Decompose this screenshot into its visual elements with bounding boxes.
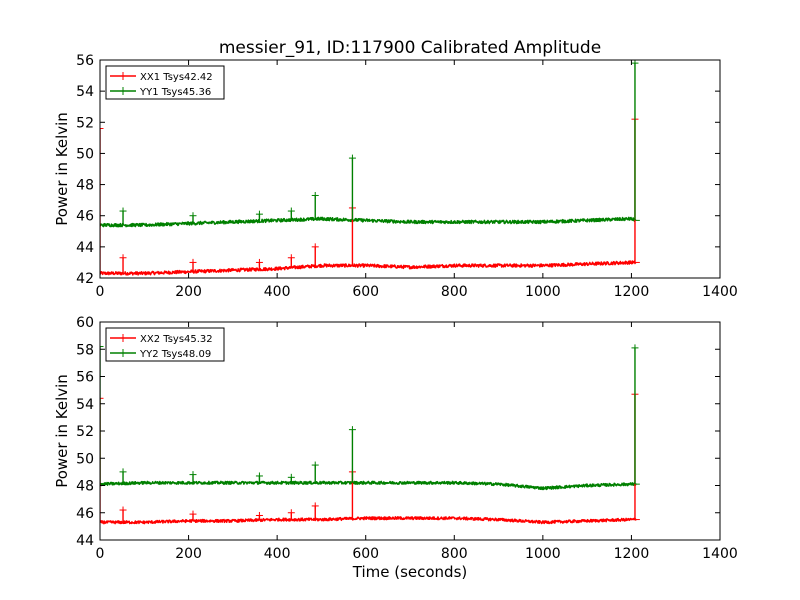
x-tick-label: 200 [175, 284, 202, 300]
legend-box [105, 65, 225, 100]
y-tick-label: 50 [76, 146, 94, 162]
legend-label-2: YY2 Tsys48.09 [139, 349, 211, 360]
x-tick-label: 1200 [614, 546, 650, 562]
legend: XX1 Tsys42.42 YY1 Tsys45.36 [105, 65, 225, 100]
y-tick-label: 48 [76, 178, 94, 194]
x-tick-label: 800 [441, 546, 468, 562]
x-tick-label: 1400 [702, 546, 738, 562]
series-line-1 [100, 260, 637, 276]
panel-1: 0 200 400 600 800 1000 1200 1400 42 44 46 48 50 52 54 5… [53, 53, 738, 300]
series-line-1 [100, 516, 637, 525]
y-tick-label: 46 [76, 209, 94, 225]
x-tick-label: 600 [352, 546, 379, 562]
y-tick-label: 54 [76, 84, 94, 100]
y-tick-label: 54 [76, 397, 94, 413]
y-tick-label: 52 [76, 115, 94, 131]
y-tick-label: 56 [76, 53, 94, 69]
y-tick-label: 44 [76, 533, 94, 549]
plot-data [100, 60, 640, 276]
x-tick-label: 1400 [702, 284, 738, 300]
y-tick-label: 48 [76, 479, 94, 495]
y-axis-label: Power in Kelvin [53, 374, 71, 488]
y-tick-label: 46 [76, 506, 94, 522]
x-tick-label: 1200 [614, 284, 650, 300]
x-axis-label: Time (seconds) [352, 563, 468, 581]
y-tick-label: 60 [76, 315, 94, 331]
series-line-2 [100, 480, 637, 491]
legend-label-1: XX2 Tsys45.32 [140, 334, 213, 345]
legend-box [105, 327, 225, 362]
y-tick-label: 58 [76, 342, 94, 358]
axes-frame [99, 59, 721, 279]
y-tick-label: 56 [76, 370, 94, 386]
x-tick-label: 1000 [525, 284, 561, 300]
x-tick-label: 600 [352, 284, 379, 300]
x-tick-label: 400 [264, 546, 291, 562]
x-tick-label: 200 [175, 546, 202, 562]
y-tick-label: 50 [76, 451, 94, 467]
y-tick-label: 52 [76, 424, 94, 440]
x-tick-label: 400 [264, 284, 291, 300]
figure-title: messier_91, ID:117900 Calibrated Amplitu… [219, 38, 601, 58]
legend-label-2: YY1 Tsys45.36 [139, 87, 211, 98]
y-tick-label: 42 [76, 271, 94, 287]
x-tick-label: 0 [96, 284, 105, 300]
series-line-2 [100, 216, 637, 228]
y-tick-label: 44 [76, 240, 94, 256]
x-tick-label: 0 [96, 546, 105, 562]
x-tick-label: 1000 [525, 546, 561, 562]
plot-data [100, 343, 640, 525]
panel-2: 0 200 400 600 800 1000 1200 1400 44 46 48 50 52 54 56 5… [53, 315, 738, 581]
x-tick-label: 800 [441, 284, 468, 300]
legend: XX2 Tsys45.32 YY2 Tsys48.09 [105, 327, 225, 362]
y-axis-label: Power in Kelvin [53, 112, 71, 226]
legend-label-1: XX1 Tsys42.42 [140, 72, 213, 83]
panels: 0 200 400 600 800 1000 1200 1400424446485052545… [53, 53, 738, 581]
